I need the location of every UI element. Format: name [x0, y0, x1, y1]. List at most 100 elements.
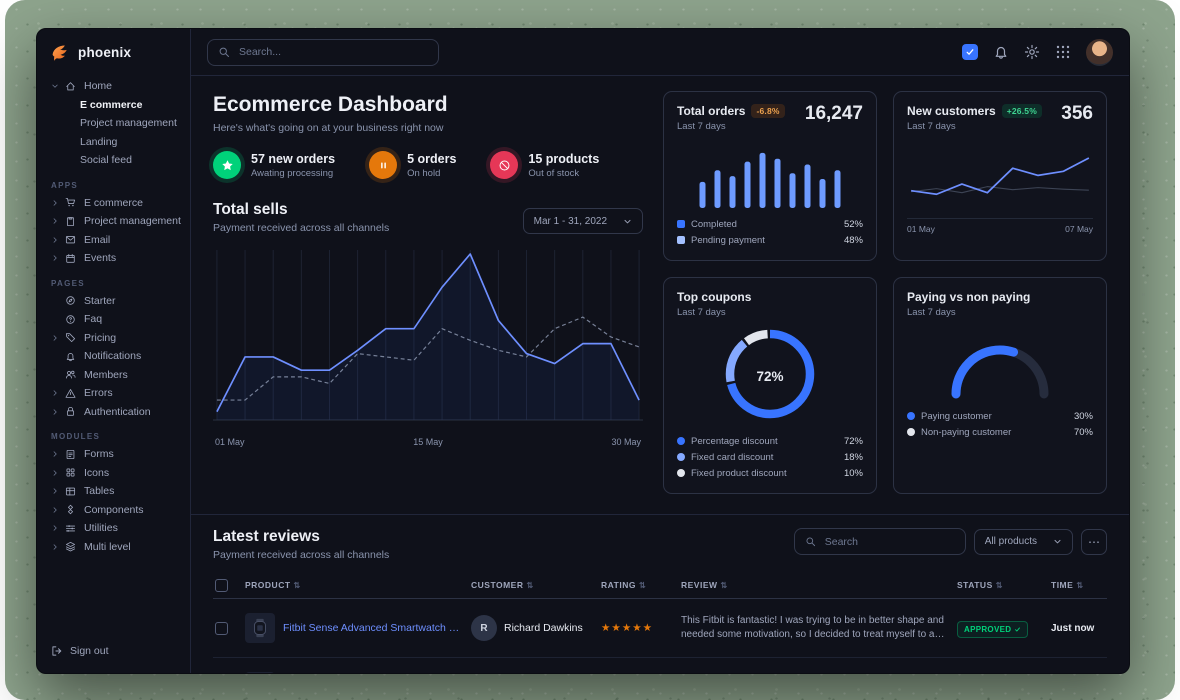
avatar: R	[471, 615, 497, 641]
sidebar-item-landing[interactable]: Landing	[47, 133, 182, 152]
lock-icon	[65, 406, 79, 417]
sidebar-item-notifications[interactable]: Notifications	[47, 347, 182, 366]
sidebar-item-e-commerce[interactable]: E commerce	[47, 96, 182, 115]
product-image	[245, 613, 275, 643]
legend-fixed-product-discount: Fixed product discount 10%	[677, 465, 863, 481]
more-actions-button[interactable]: ⋯	[1081, 528, 1107, 555]
chevron-right-icon	[51, 217, 60, 225]
stat-subtitle: Awating processing	[251, 167, 334, 179]
brand-logo[interactable]: phoenix	[37, 29, 190, 75]
sidebar-item-tables[interactable]: Tables	[47, 482, 182, 501]
sidebar-item-faq[interactable]: Faq	[47, 310, 182, 329]
chevron-right-icon	[51, 254, 60, 262]
sidebar-section-apps: APPS	[51, 180, 78, 190]
sidebar-item-pricing[interactable]: Pricing	[47, 329, 182, 348]
sidebar-item-icons[interactable]: Icons	[47, 464, 182, 483]
total-sells-subtitle: Payment received across all channels	[213, 222, 390, 234]
sidebar-item-forms[interactable]: Forms	[47, 445, 182, 464]
sidebar-item-authentication[interactable]: Authentication	[47, 403, 182, 422]
user-avatar[interactable]	[1086, 38, 1113, 66]
home-icon	[65, 81, 79, 92]
table-body: Fitbit Sense Advanced Smartwatch with To…	[213, 599, 1107, 673]
page-title: Ecommerce Dashboard	[213, 93, 448, 116]
sidebar-item-members[interactable]: Members	[47, 366, 182, 385]
column-header-status[interactable]: STATUS ⇅	[957, 580, 1003, 590]
chevron-right-icon	[51, 469, 60, 477]
chevron-right-icon	[51, 450, 60, 458]
search-icon	[805, 536, 816, 547]
sidebar-item-events[interactable]: Events	[47, 249, 182, 268]
total-sells-chart-area: 01 May 15 May 30 May	[213, 246, 643, 447]
review-text: This Fitbit is fantastic! I was trying t…	[681, 614, 944, 641]
settings-gear-icon[interactable]	[1024, 44, 1040, 60]
stat-subtitle: On hold	[407, 167, 441, 179]
cart-icon	[65, 197, 79, 208]
sidebar-item-label: Email	[84, 233, 111, 246]
sidebar-item-social-feed[interactable]: Social feed	[47, 151, 182, 170]
select-all-checkbox[interactable]	[215, 578, 228, 592]
column-header-time[interactable]: TIME ⇅	[1051, 580, 1084, 590]
sidebar-item-components[interactable]: Components	[47, 501, 182, 520]
new-customers-value: 356	[1061, 103, 1093, 124]
topbar-icons	[962, 38, 1113, 66]
envelope-icon	[65, 234, 79, 245]
reviews-search[interactable]	[793, 528, 966, 555]
chevron-right-icon	[51, 389, 60, 397]
sidebar-item-e-commerce[interactable]: E commerce	[47, 194, 182, 213]
review-text: The order was delivered ahead of schedul…	[681, 673, 949, 674]
sidebar-item-sign-out[interactable]: Sign out	[51, 645, 180, 657]
stat-15-products: 15 products Out of stock	[490, 151, 599, 179]
sidebar-item-errors[interactable]: Errors	[47, 384, 182, 403]
sidebar-item-label: Social feed	[80, 154, 132, 167]
global-search[interactable]	[207, 38, 439, 66]
chevron-right-icon	[51, 506, 60, 514]
sidebar-item-utilities[interactable]: Utilities	[47, 519, 182, 538]
notifications-bell-icon[interactable]	[993, 44, 1009, 60]
column-header-customer[interactable]: CUSTOMER ⇅	[471, 580, 534, 590]
sidebar-item-label: Icons	[84, 466, 110, 479]
sidebar-item-project-management[interactable]: Project management	[47, 114, 182, 133]
column-header-review[interactable]: REVIEW ⇅	[681, 580, 728, 590]
reviews-controls: All products ⋯	[793, 528, 1107, 555]
row-checkbox[interactable]	[215, 621, 228, 635]
column-header-product[interactable]: PRODUCT ⇅	[245, 580, 301, 590]
ban-icon	[490, 151, 519, 179]
total-sells-chart	[213, 250, 643, 421]
product-filter-select[interactable]: All products	[973, 528, 1073, 555]
reviews-subtitle: Payment received across all channels	[213, 549, 390, 561]
sidebar-item-project-management[interactable]: Project management	[47, 212, 182, 231]
total-sells-header: Total sells Payment received across all …	[213, 201, 643, 234]
check-square-icon[interactable]	[962, 44, 978, 60]
column-header-rating[interactable]: RATING ⇅	[601, 580, 647, 590]
sidebar-item-label: Project management	[84, 215, 181, 228]
table-header: PRODUCT ⇅ CUSTOMER ⇅ RATING ⇅ REVIEW ⇅ STATUS ⇅ TI…	[213, 572, 1107, 599]
sidebar-item-home[interactable]: Home	[47, 77, 182, 96]
sidebar-item-multi-level[interactable]: Multi level	[47, 538, 182, 557]
chevron-down-icon	[51, 82, 60, 90]
sidebar-item-email[interactable]: Email	[47, 231, 182, 250]
sidebar-item-label: Pricing	[84, 331, 117, 344]
pause-icon	[369, 151, 398, 179]
chevron-right-icon	[51, 199, 60, 207]
stat-subtitle: Out of stock	[528, 167, 580, 179]
top-coupons-chart	[725, 329, 815, 419]
star-icon	[213, 151, 241, 179]
product-link[interactable]: Fitbit Sense Advanced Smartwatch with To…	[283, 622, 463, 634]
legend-pending-payment: Pending payment 48%	[677, 232, 863, 248]
search-input[interactable]	[237, 45, 428, 59]
sign-out-icon	[51, 645, 63, 657]
legend-paying-customer: Paying customer 30%	[907, 408, 1093, 424]
topbar	[191, 29, 1129, 76]
reviews-search-input[interactable]	[822, 534, 955, 549]
sort-icon: ⇅	[1076, 580, 1084, 590]
date-range-select[interactable]: Mar 1 - 31, 2022	[522, 208, 643, 234]
sidebar-item-label: Forms	[84, 448, 114, 461]
rating-stars: ★★★★★	[601, 622, 654, 634]
app-window: phoenix Home E commerce Project management…	[36, 28, 1130, 674]
sidebar-item-starter[interactable]: Starter	[47, 292, 182, 311]
apps-grid-icon[interactable]	[1055, 44, 1071, 60]
change-badge: -6.8%	[751, 104, 785, 118]
change-badge: +26.5%	[1001, 104, 1042, 118]
bell-icon	[65, 351, 79, 362]
